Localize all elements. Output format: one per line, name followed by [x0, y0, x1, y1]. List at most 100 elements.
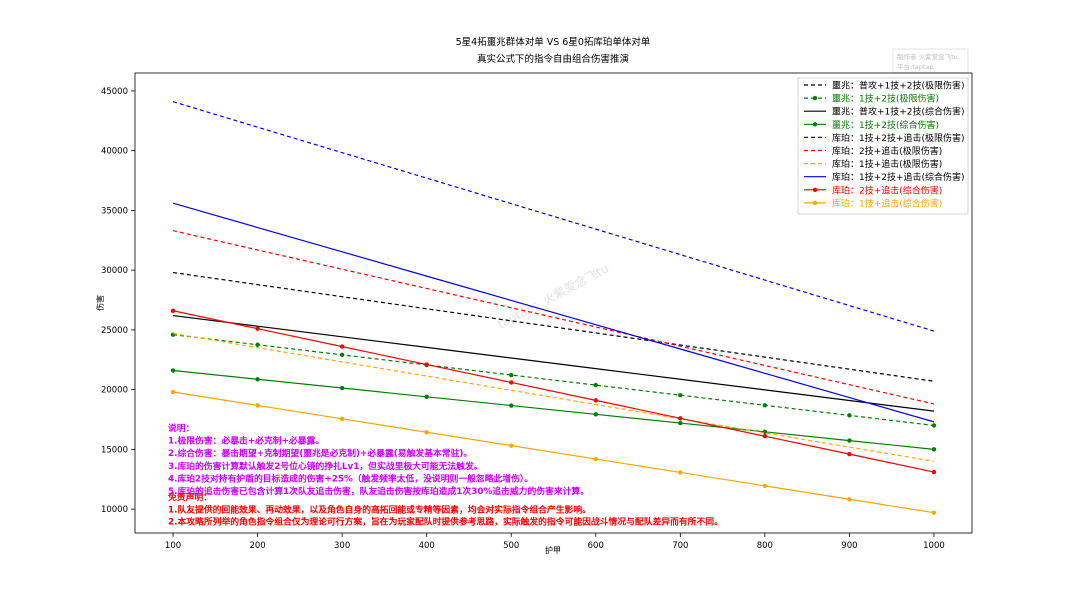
watermark-line-1: 制作者 火紫爱念飞tu [897, 52, 958, 61]
series-point [931, 469, 937, 475]
x-tick-label: 300 [334, 541, 350, 551]
x-tick-label: 400 [419, 541, 435, 551]
series-point [255, 377, 260, 382]
series-point [424, 430, 429, 435]
series-point [762, 434, 768, 439]
series-line-4 [172, 369, 935, 450]
note-line: 4.库珀2技对持有护盾的目标造成的伤害+25%（触发频率太低，没说明则一般忽略此… [168, 472, 533, 484]
plot-area [134, 72, 973, 534]
series-point [931, 423, 937, 428]
x-tick-label: 1000 [923, 541, 945, 551]
series-point [339, 385, 345, 391]
legend-label: 库珀：1技+2技+追击(综合伤害) [832, 171, 965, 183]
watermark-line-2: 平台:taptap [897, 62, 934, 71]
y-axis-label: 伤害 [95, 295, 105, 311]
series-point [424, 362, 429, 367]
x-tick-label: 100 [165, 541, 181, 551]
y-tick-label: 15000 [101, 445, 128, 455]
legend-box [797, 77, 969, 215]
series-point [509, 380, 514, 385]
y-tick-label: 40000 [101, 147, 128, 157]
series-point [339, 416, 345, 422]
series-point [678, 420, 683, 426]
note-line: 2.综合伤害：暴击期望+克制期望(噩兆是必克制)+必暴露(易触发基本常驻)。 [168, 447, 472, 459]
series-point [255, 403, 260, 408]
series-line-10 [172, 391, 935, 514]
series-line-1 [172, 271, 935, 382]
series-point [678, 416, 683, 421]
legend-label: 库珀：1技+2技+追击(极限伤害) [832, 132, 965, 144]
note-line: 3.库珀的伤害计算默认触发2号位心镜的挣扎Lv1，但实战里极大可能无法触发。 [168, 460, 483, 472]
series-point [593, 398, 598, 403]
series-point [847, 438, 852, 443]
series-point [762, 483, 768, 489]
x-axis-label: 护甲 [545, 545, 561, 555]
disclaimer-line: 1.队友提供的回能效果、再动效果，以及角色自身的高拓回能或专精等因素，均会对实际… [168, 503, 591, 515]
x-tick-label: 200 [249, 541, 265, 551]
series-line-8 [172, 202, 935, 423]
y-tick-label: 10000 [101, 505, 128, 515]
series-point [847, 451, 852, 457]
legend-marker [812, 122, 818, 127]
notes-block: 说明：1.极限伤害：必暴击+必克制+必暴露。2.综合伤害：暴击期望+克制期望(噩… [168, 422, 589, 497]
series-point [170, 308, 176, 313]
series-line-6 [172, 230, 935, 405]
series-point [931, 447, 937, 452]
series-point [593, 412, 598, 417]
y-tick-label: 35000 [101, 206, 128, 216]
disclaimer-line: 2.本攻略所列举的角色指令组合仅为理论可行方案，旨在为玩家配队时提供参考思路，实… [168, 516, 723, 528]
legend-label: 噩兆：普攻+1技+2技(极限伤害) [832, 80, 965, 92]
series-point [339, 344, 345, 349]
series-line-9 [172, 310, 935, 473]
series-point [931, 510, 937, 515]
note-line: 5.库珀的追击伤害已包含计算1次队友追击伤害，队友追击伤害按库珀造成1次30%追… [168, 485, 589, 497]
x-tick-label: 700 [672, 541, 688, 551]
series-point [847, 497, 852, 502]
series-point [170, 368, 176, 373]
series-line-7 [172, 332, 935, 462]
legend-label: 噩兆：1技+2技(综合伤害) [832, 119, 939, 131]
legend-marker [812, 200, 818, 206]
watermark-center: taptap：火紫爱念飞tu [495, 260, 611, 331]
legend-label: 库珀：1技+追击(极限伤害) [832, 158, 942, 170]
chart-title: 5星4拓噩兆群体对单 VS 6星0拓库珀单体对单 [456, 36, 651, 48]
legend-label: 噩兆：1技+2技(极限伤害) [832, 93, 939, 105]
legend-label: 库珀：1技+追击(综合伤害) [832, 197, 942, 209]
series-point [509, 403, 514, 408]
legend: 噩兆：普攻+1技+2技(极限伤害)噩兆：1技+2技(极限伤害)噩兆：普攻+1技+… [797, 77, 969, 215]
series-point [424, 394, 429, 399]
x-tick-label: 800 [757, 541, 773, 551]
series-point [509, 443, 514, 448]
legend-label: 噩兆：普攻+1技+2技(综合伤害) [832, 106, 965, 118]
legend-marker [812, 95, 818, 101]
series-line-3 [172, 314, 935, 412]
series-point [678, 392, 683, 398]
x-tick-label: 500 [503, 541, 519, 551]
series-point [170, 389, 176, 395]
series-point [255, 342, 260, 347]
disclaimer-line: 免责声明： [168, 491, 212, 503]
disclaimer-block: 免责声明：1.队友提供的回能效果、再动效果，以及角色自身的高拓回能或专精等因素，… [168, 491, 723, 528]
series-point [339, 352, 345, 358]
x-tick-label: 600 [588, 541, 604, 551]
series-lines [170, 101, 937, 515]
series-point [762, 429, 768, 435]
series-point [509, 372, 514, 378]
x-axis: 100 200 300 400 500 600 700 800 900 1000 [165, 533, 945, 551]
note-line: 1.极限伤害：必暴击+必克制+必暴露。 [168, 435, 324, 447]
y-tick-label: 20000 [101, 386, 128, 396]
note-line: 说明： [168, 422, 194, 434]
series-point [255, 326, 260, 331]
series-point [593, 382, 598, 388]
chart-subtitle: 真实公式下的指令自由组合伤害推演 [477, 53, 629, 65]
legend-label: 库珀：2技+追击(极限伤害) [832, 145, 942, 157]
y-tick-label: 25000 [101, 326, 128, 336]
legend-marker [812, 187, 818, 192]
y-tick-label: 45000 [101, 87, 128, 97]
series-point [678, 470, 683, 475]
y-tick-label: 30000 [101, 266, 128, 276]
y-axis: 10000 15000 20000 25000 30000 35000 40000 45000 [101, 87, 135, 515]
series-line-2 [172, 334, 935, 427]
x-tick-label: 900 [841, 541, 857, 551]
